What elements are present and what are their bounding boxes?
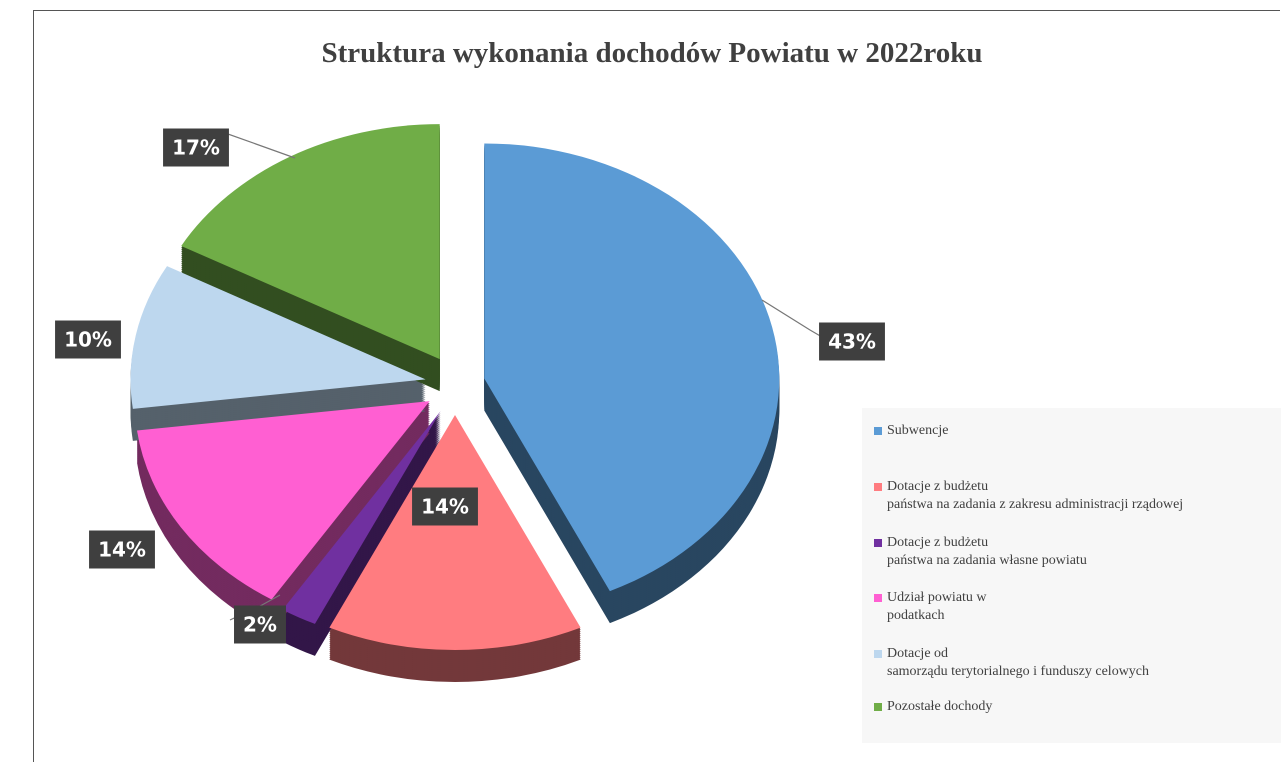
- data-label-box: [89, 530, 155, 569]
- legend-label: Dotacje z budżetu państwa na zadania wła…: [887, 535, 1087, 568]
- pie-slice: [484, 143, 780, 592]
- legend-entry: Dotacje od samorządu terytorialnego i fu…: [874, 645, 1149, 681]
- pie-slice: [282, 411, 441, 624]
- legend-swatch: [874, 594, 882, 602]
- data-label: 10%: [64, 328, 112, 352]
- data-label-box: [412, 487, 478, 526]
- data-label: 14%: [421, 495, 469, 519]
- legend-entry: Dotacje z budżetu państwa na zadania wła…: [874, 534, 1087, 570]
- legend-swatch: [874, 483, 882, 491]
- data-label: 2%: [243, 613, 277, 637]
- legend-label: Pozostałe dochody: [887, 699, 993, 714]
- leader-line: [761, 299, 823, 338]
- data-label: 43%: [828, 330, 876, 354]
- legend-entry: Pozostałe dochody: [874, 698, 992, 716]
- legend-entry: Dotacje z budżetu państwa na zadania z z…: [874, 478, 1183, 514]
- chart-frame: [33, 10, 1280, 762]
- data-label-box: [163, 128, 229, 167]
- data-label: 17%: [172, 136, 220, 160]
- legend-swatch: [874, 703, 882, 711]
- pie-slice: [181, 124, 440, 360]
- legend-label: Subwencje: [887, 423, 949, 438]
- data-label: 14%: [98, 538, 146, 562]
- legend: Subwencje Dotacje z budżetu państwa na za…: [862, 408, 1281, 743]
- legend-label: Dotacje z budżetu państwa na zadania z z…: [887, 479, 1184, 512]
- pie-slice: [130, 266, 426, 409]
- data-label-box: [234, 605, 286, 644]
- legend-entry: Subwencje: [874, 422, 948, 440]
- chart-title: Struktura wykonania dochodów Powiatu w 2…: [322, 37, 983, 69]
- legend-swatch: [874, 650, 882, 658]
- legend-entry: Udział powiatu w podatkach: [874, 589, 987, 625]
- legend-label: Dotacje od samorządu terytorialnego i fu…: [887, 646, 1150, 679]
- pie-slice: [329, 415, 581, 650]
- legend-swatch: [874, 427, 882, 435]
- legend-swatch: [874, 539, 882, 547]
- legend-label: Udział powiatu w podatkach: [887, 590, 987, 623]
- pie-slice: [136, 401, 430, 600]
- data-label-box: [819, 322, 885, 361]
- data-label-box: [55, 320, 121, 359]
